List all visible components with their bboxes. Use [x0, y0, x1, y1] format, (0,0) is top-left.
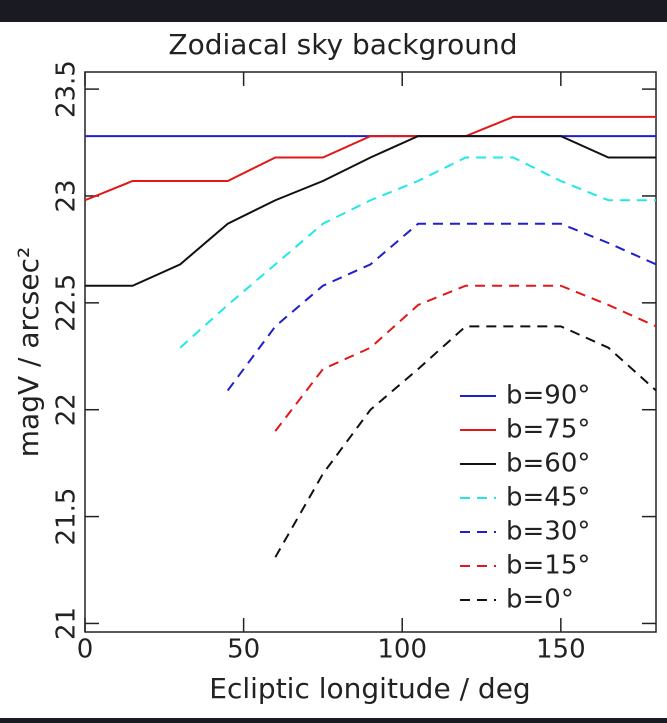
legend-label: b=90° [506, 381, 590, 411]
y-tick-label: 21.5 [52, 488, 82, 546]
x-tick-label: 0 [77, 635, 94, 665]
plot-frame [84, 71, 657, 633]
legend-label: b=30° [506, 517, 590, 547]
series-line [274, 284, 657, 432]
y-tick-label: 23 [52, 179, 82, 212]
x-tick-label: 150 [536, 635, 586, 665]
x-tick-label: 100 [377, 635, 427, 665]
y-tick-label: 23.5 [52, 60, 82, 118]
background-strip [0, 718, 667, 723]
legend-label: b=15° [506, 551, 590, 581]
x-tick-label: 50 [227, 635, 260, 665]
legend-label: b=60° [506, 449, 590, 479]
legend-label: b=75° [506, 415, 590, 445]
series-line [226, 222, 657, 392]
series-line [85, 135, 656, 287]
series-line [179, 156, 656, 349]
series-line [274, 325, 657, 558]
y-tick-label: 22 [52, 393, 82, 426]
series-line [84, 115, 656, 202]
y-axis-label: magV / arcsec² [12, 247, 45, 457]
legend-label: b=45° [506, 483, 590, 513]
x-axis-label: Ecliptic longitude / deg [209, 672, 530, 705]
background-strip [0, 0, 667, 22]
y-tick-label: 22.5 [52, 274, 82, 332]
legend-label: b=0° [506, 585, 574, 615]
y-tick-label: 21 [52, 607, 82, 640]
chart-title: Zodiacal sky background [168, 28, 517, 61]
